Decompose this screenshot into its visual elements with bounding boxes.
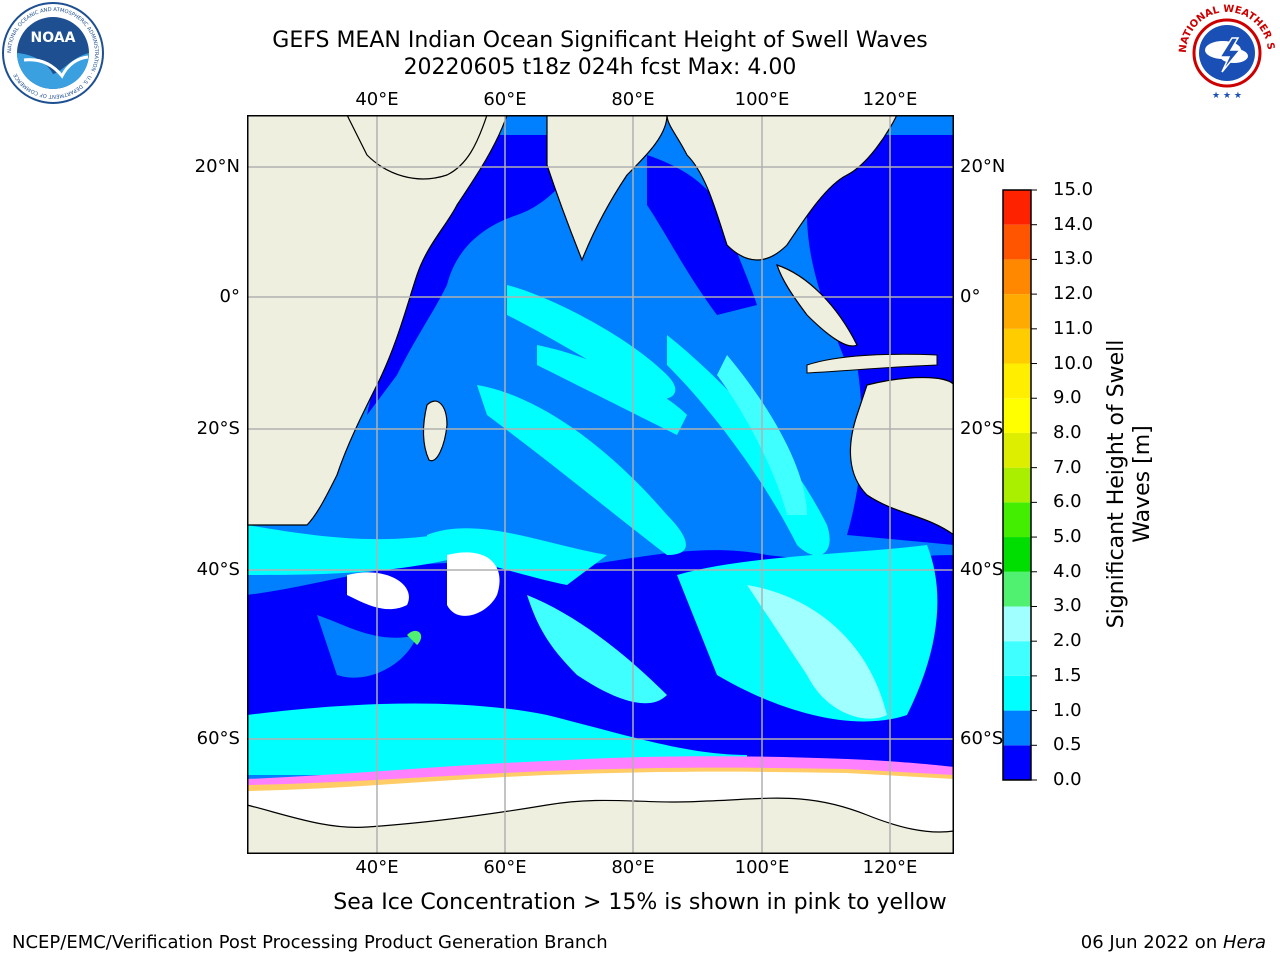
colorbar-title: Significant Height of Swell Waves [m]: [1104, 340, 1156, 629]
map-title: GEFS MEAN Indian Ocean Significant Heigh…: [272, 28, 928, 53]
lon-tick-bottom: 40°E: [355, 857, 399, 878]
footer-machine: Hera: [1222, 932, 1266, 953]
lat-tick-left: 40°S: [196, 559, 240, 580]
lat-tick-left: 20°S: [196, 418, 240, 439]
footer-branch: NCEP/EMC/Verification Post Processing Pr…: [12, 932, 608, 953]
colorbar-segment: [1003, 294, 1031, 329]
madagascar-land: [422, 400, 448, 462]
colorbar-label: 1.0: [1053, 699, 1082, 721]
colorbar-label: 14.0: [1053, 213, 1094, 235]
colorbar-label: 8.0: [1053, 421, 1082, 443]
colorbar-segment: [1003, 259, 1031, 295]
colorbar-segment: [1003, 710, 1031, 746]
bay-of-bengal-deep: [647, 155, 757, 315]
lat-tick-left: 60°S: [196, 728, 240, 749]
swell-band: [317, 615, 417, 678]
noaa-logo-icon: NOAA NATIONAL OCEANIC AND ATMOSPHERIC AD…: [2, 2, 104, 104]
sea-ice-patch: [447, 552, 500, 616]
colorbar-label: 15.0: [1053, 179, 1094, 200]
colorbar-label: 6.0: [1053, 491, 1082, 513]
colorbar-segment: [1003, 328, 1031, 364]
colorbar-title-line: Waves [m]: [1130, 425, 1155, 543]
australia-land: [849, 376, 954, 536]
map-gridlines: [247, 115, 954, 854]
footer-date-text: 06 Jun 2022 on: [1080, 932, 1223, 953]
lon-tick-bottom: 100°E: [734, 857, 790, 878]
colorbar-segment: [1003, 432, 1031, 468]
svg-text:NOAA: NOAA: [31, 30, 76, 46]
java-land: [806, 353, 938, 374]
colorbar-label: 1.5: [1053, 664, 1082, 686]
colorbar-label: 7.0: [1053, 456, 1082, 478]
colorbar-segment: [1003, 502, 1031, 538]
lat-tick-right: 40°S: [960, 559, 1004, 580]
colorbar-segment: [1003, 467, 1031, 503]
lon-tick-top: 120°E: [862, 89, 918, 110]
colorbar-segment: [1003, 641, 1031, 676]
colorbar-segment: [1003, 675, 1031, 711]
colorbar-label: 3.0: [1053, 595, 1082, 617]
lat-tick-left: 0°: [219, 286, 240, 307]
colorbar-frame: [1002, 189, 1032, 781]
colorbar-label: 12.0: [1053, 283, 1094, 305]
lon-tick-top: 80°E: [611, 89, 655, 110]
nws-logo-icon: NATIONAL WEATHER SERVICE ★ ★ ★: [1176, 2, 1277, 103]
lon-tick-bottom: 120°E: [862, 857, 918, 878]
colorbar-label: 0.0: [1053, 769, 1082, 790]
lat-tick-right: 60°S: [960, 728, 1004, 749]
lon-tick-bottom: 60°E: [483, 857, 527, 878]
map-subtitle: 20220605 t18z 024h fcst Max: 4.00: [403, 55, 797, 80]
svg-text:★ ★ ★: ★ ★ ★: [1212, 91, 1242, 101]
lon-tick-top: 100°E: [734, 89, 790, 110]
sea-ice-patch: [347, 572, 409, 610]
island-swell-patch: [407, 630, 422, 645]
colorbar-label: 13.0: [1053, 248, 1094, 270]
swell-band: [527, 595, 667, 704]
sea-ice-note: Sea Ice Concentration > 15% is shown in …: [333, 890, 947, 915]
colorbar-label: 5.0: [1053, 526, 1082, 548]
colorbar-segment: [1003, 363, 1031, 399]
lat-tick-right: 20°N: [960, 156, 1006, 177]
india-land: [546, 115, 668, 262]
colorbar-segment: [1003, 190, 1031, 225]
colorbar-label: 0.5: [1053, 734, 1082, 756]
colorbar-segment: [1003, 606, 1031, 642]
lon-tick-bottom: 80°E: [611, 857, 655, 878]
sumatra-land: [776, 264, 858, 347]
colorbar-label: 2.0: [1053, 630, 1082, 652]
colorbar-label: 10.0: [1053, 352, 1094, 374]
colorbar-segment: [1003, 571, 1031, 607]
lon-tick-top: 40°E: [355, 89, 399, 110]
antarctica-land: [247, 797, 954, 854]
indonesia-seas-deep: [807, 135, 954, 365]
colorbar-segment: [1003, 398, 1031, 433]
swell-band: [537, 345, 687, 435]
lon-tick-top: 60°E: [483, 89, 527, 110]
lat-tick-right: 20°S: [960, 418, 1004, 439]
footer-date: 06 Jun 2022 on Hera: [1081, 932, 1266, 954]
swell-band: [747, 585, 887, 719]
map-border: [247, 115, 954, 854]
swell-band: [427, 528, 607, 585]
colorbar-segment: [1003, 537, 1031, 572]
lat-tick-right: 0°: [960, 286, 981, 307]
lat-tick-left: 20°N: [194, 156, 240, 177]
swell-band: [247, 525, 467, 575]
arabian-sea-deep: [367, 135, 587, 415]
colorbar-label: 11.0: [1053, 317, 1094, 339]
colorbar-segment: [1003, 745, 1031, 780]
colorbar-segment: [1003, 224, 1031, 260]
swell-height-map: [247, 115, 954, 854]
southeast-asia-land: [666, 115, 898, 261]
colorbar-label: 4.0: [1053, 560, 1082, 582]
colorbar: [1002, 189, 1037, 781]
colorbar-label: 9.0: [1053, 387, 1082, 409]
colorbar-title-line: Significant Height of Swell: [1104, 339, 1129, 629]
